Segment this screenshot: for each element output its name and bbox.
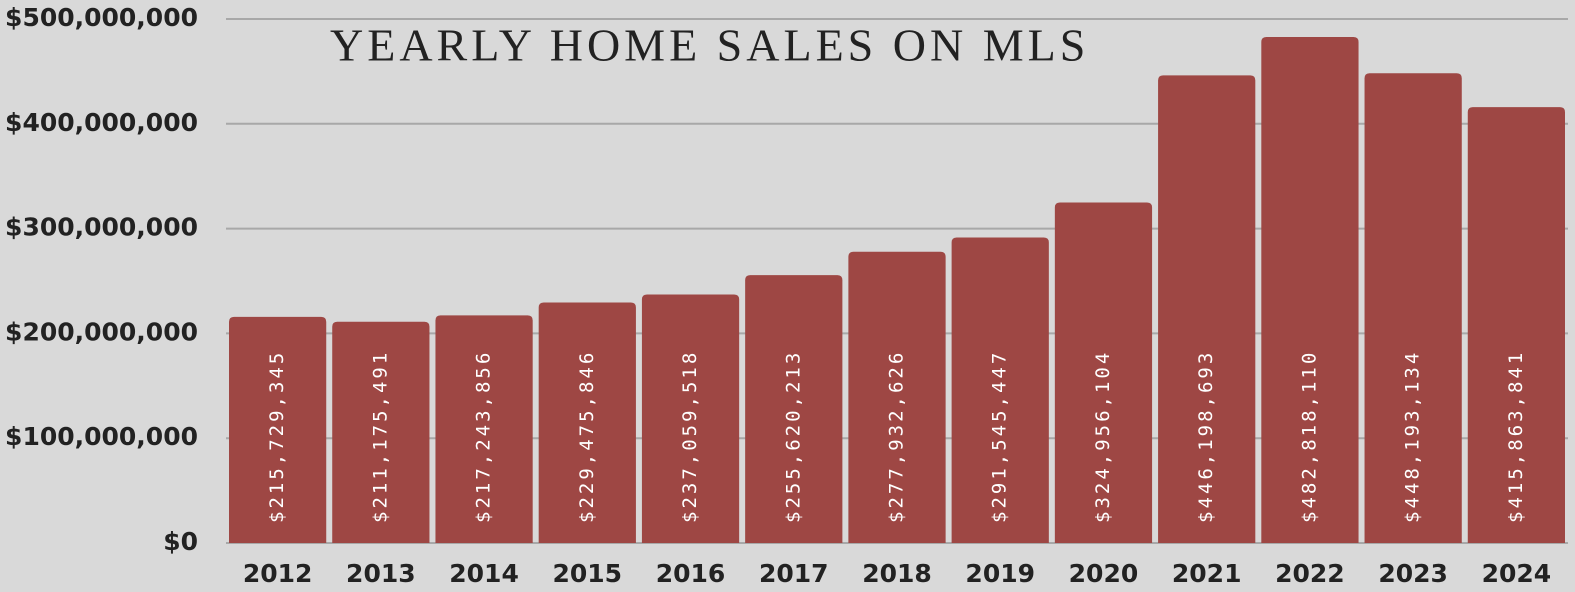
x-tick-label: 2021	[1172, 559, 1242, 588]
y-tick-label: $200,000,000	[5, 317, 198, 346]
x-tick-label: 2014	[449, 559, 519, 588]
value-label: $415,863,841	[1505, 350, 1527, 523]
value-label: $324,956,104	[1092, 350, 1114, 523]
value-label: $291,545,447	[989, 350, 1011, 523]
y-tick-label: $0	[163, 527, 198, 556]
x-tick-label: 2017	[759, 559, 829, 588]
bar	[1467, 107, 1565, 544]
bar	[332, 321, 430, 543]
bar	[745, 275, 843, 543]
bar	[538, 302, 636, 543]
x-tick-label: 2020	[1069, 559, 1139, 588]
y-tick-label: $100,000,000	[5, 422, 198, 451]
value-label: $448,193,134	[1402, 350, 1424, 523]
value-label: $255,620,213	[782, 350, 804, 523]
bar	[848, 251, 946, 543]
bar	[435, 315, 533, 543]
bar	[229, 316, 327, 543]
x-tick-label: 2015	[553, 559, 623, 588]
bar	[951, 237, 1049, 543]
x-tick-label: 2022	[1275, 559, 1345, 588]
x-tick-label: 2018	[862, 559, 932, 588]
bar	[1261, 37, 1359, 543]
chart-title: YEARLY HOME SALES ON MLS	[330, 20, 1089, 71]
x-tick-label: 2024	[1482, 559, 1552, 588]
value-label: $237,059,518	[679, 350, 701, 523]
value-label: $277,932,626	[886, 350, 908, 523]
value-label: $217,243,856	[473, 350, 495, 523]
bar	[641, 294, 740, 543]
x-tick-label: 2012	[243, 559, 313, 588]
value-label: $482,818,110	[1298, 350, 1320, 523]
value-label: $215,729,345	[266, 350, 288, 523]
x-tick-label: 2023	[1378, 559, 1448, 588]
x-tick-label: 2016	[656, 559, 726, 588]
y-tick-label: $500,000,000	[5, 3, 198, 32]
value-label: $229,475,846	[576, 350, 598, 523]
y-tick-label: $300,000,000	[5, 213, 198, 242]
bar	[1364, 73, 1462, 544]
bar	[1158, 75, 1256, 544]
y-tick-label: $400,000,000	[5, 108, 198, 137]
x-tick-label: 2013	[346, 559, 416, 588]
value-label: $211,175,491	[369, 350, 391, 523]
bar	[1054, 202, 1153, 544]
value-label: $446,198,693	[1195, 350, 1217, 523]
x-tick-label: 2019	[965, 559, 1035, 588]
